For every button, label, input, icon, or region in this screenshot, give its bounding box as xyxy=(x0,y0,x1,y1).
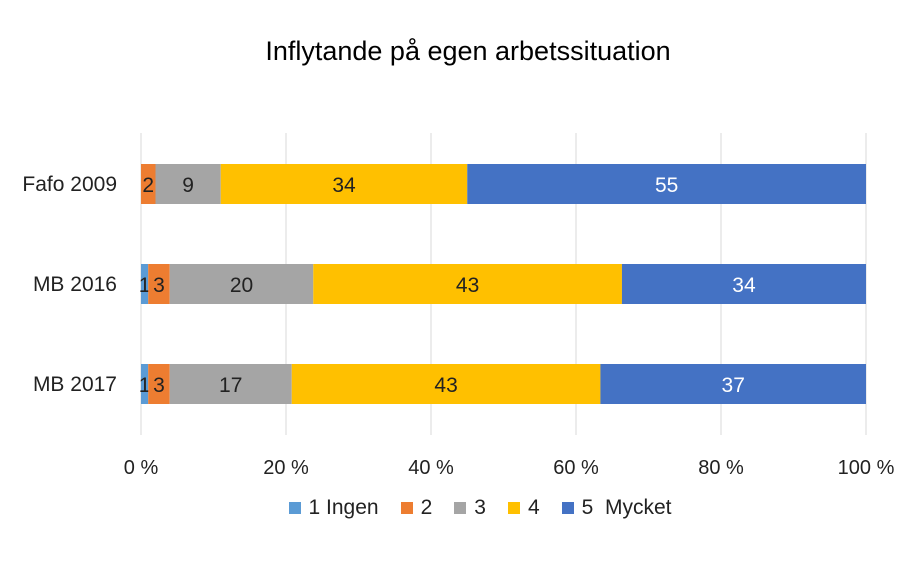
bar-segment xyxy=(148,364,170,404)
data-label: 17 xyxy=(219,374,242,397)
legend-label: 4 xyxy=(527,496,540,519)
chart-title: Inflytande på egen arbetssituation xyxy=(265,36,671,66)
x-tick-label: 60 % xyxy=(553,457,599,479)
data-label: 43 xyxy=(434,374,457,397)
bar-segment xyxy=(621,264,866,304)
legend-swatch xyxy=(288,502,301,514)
data-label: 1 xyxy=(139,374,151,397)
legend-label: 5 Mycket xyxy=(581,496,672,519)
data-label: 37 xyxy=(722,374,745,397)
legend-item: 4 xyxy=(507,496,540,520)
data-label: 2 xyxy=(142,174,154,197)
bar-segment xyxy=(141,364,149,404)
legend-swatch xyxy=(454,502,467,514)
legend-label: 2 xyxy=(420,496,433,519)
legend-swatch xyxy=(507,502,520,514)
bar-segment xyxy=(467,164,866,204)
bar-segment xyxy=(291,364,601,404)
data-label: 9 xyxy=(182,174,194,197)
legend-item: 2 xyxy=(400,496,433,520)
data-label: 34 xyxy=(332,174,356,197)
bar-segment xyxy=(313,264,622,304)
legend-label: 1 Ingen xyxy=(308,496,379,519)
bar-segment xyxy=(169,364,292,404)
data-label: 55 xyxy=(655,174,678,197)
category-label: MB 2016 xyxy=(33,273,117,296)
bar-segment xyxy=(169,264,314,304)
data-label: 3 xyxy=(153,274,165,297)
legend-item: 1 Ingen xyxy=(288,496,379,520)
x-tick-label: 100 % xyxy=(838,457,895,479)
x-tick-label: 0 % xyxy=(124,457,159,479)
x-tick-label: 20 % xyxy=(263,457,309,479)
data-label: 20 xyxy=(230,274,253,297)
x-tick-label: 80 % xyxy=(698,457,744,479)
legend: 1 Ingen 2 3 4 5 Mycket xyxy=(0,496,912,520)
data-label: 3 xyxy=(153,374,165,397)
bar-segment xyxy=(220,164,468,204)
category-label: MB 2017 xyxy=(33,373,117,396)
category-label: Fafo 2009 xyxy=(22,173,117,196)
legend-swatch xyxy=(400,502,413,514)
legend-label: 3 xyxy=(474,496,486,519)
legend-item: 3 xyxy=(454,496,486,520)
bar-segment xyxy=(155,164,221,204)
data-label: 1 xyxy=(139,274,151,297)
bar-segment xyxy=(141,164,156,204)
x-tick-label: 40 % xyxy=(408,457,454,479)
legend-item: 5 Mycket xyxy=(561,496,672,520)
bar-segment xyxy=(600,364,866,404)
legend-swatch xyxy=(561,502,574,514)
data-label: 34 xyxy=(732,274,756,297)
bar-segment xyxy=(148,264,170,304)
bar-segment xyxy=(141,264,149,304)
data-label: 43 xyxy=(456,274,479,297)
